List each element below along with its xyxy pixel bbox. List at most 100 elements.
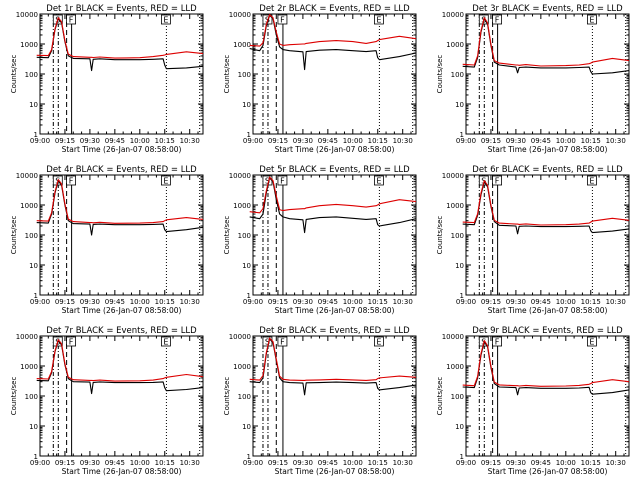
x-tick-label: 10:00 xyxy=(130,298,150,306)
event-marker-label: S xyxy=(265,177,270,186)
events-series-line xyxy=(462,341,630,396)
x-tick-label: 09:15 xyxy=(55,459,75,467)
x-tick-label: 10:15 xyxy=(155,459,175,467)
plot-frame xyxy=(252,174,417,296)
chart-panel: 1 10 100 1000 10000 09:00 09:15 09:30 09:45 10:00… xyxy=(10,4,204,154)
y-tick-label: 1000 xyxy=(233,202,251,210)
event-marker-label: E xyxy=(589,338,594,347)
event-marker-box xyxy=(374,14,384,25)
y-axis-label: Counts/sec xyxy=(436,377,444,416)
chart-panel: 1 10 100 1000 10000 09:00 09:15 09:30 09:45 10:00… xyxy=(436,165,630,315)
event-marker-label: F xyxy=(280,177,285,186)
y-tick-label: 1000 xyxy=(20,202,38,210)
y-axis-label: Counts/sec xyxy=(10,377,18,416)
event-marker-box xyxy=(66,175,77,186)
event-marker-label: F xyxy=(495,338,500,347)
x-tick-label: 09:30 xyxy=(293,298,313,306)
x-tick-label: 09:15 xyxy=(55,298,75,306)
lld-series-line xyxy=(462,17,630,67)
x-tick-label: 09:30 xyxy=(506,137,526,145)
event-marker-label: E xyxy=(589,16,594,25)
x-tick-label: 10:00 xyxy=(130,459,150,467)
event-marker-box xyxy=(374,336,384,347)
event-marker-box xyxy=(66,336,77,347)
x-tick-label: 09:15 xyxy=(268,137,288,145)
event-marker-label: F xyxy=(69,338,74,347)
x-tick-label: 09:15 xyxy=(481,459,501,467)
y-tick-label: 10000 xyxy=(442,11,464,19)
x-axis-label: Start Time (26-Jan-07 08:58:00) xyxy=(275,467,395,476)
x-tick-label: 10:30 xyxy=(606,298,626,306)
event-marker-label: E xyxy=(163,177,168,186)
y-tick-label: 1 xyxy=(34,131,38,139)
plot-frame xyxy=(39,335,204,457)
event-marker-box xyxy=(492,175,503,186)
chart-title: Det 4r BLACK = Events, RED = LLD xyxy=(46,165,197,175)
y-tick-label: 10 xyxy=(455,262,464,270)
x-tick-label: 09:15 xyxy=(481,298,501,306)
x-tick-label: 10:00 xyxy=(130,137,150,145)
event-marker-box xyxy=(161,175,171,186)
y-tick-label: 1 xyxy=(460,292,464,300)
event-marker-label: E xyxy=(376,338,381,347)
x-axis-label: Start Time (26-Jan-07 08:58:00) xyxy=(275,145,395,154)
y-tick-label: 10 xyxy=(29,423,38,431)
y-tick-label: 10 xyxy=(455,423,464,431)
event-marker-box xyxy=(161,14,171,25)
lld-series-line xyxy=(462,340,630,387)
x-tick-label: 10:15 xyxy=(155,137,175,145)
y-axis-label: Counts/sec xyxy=(223,216,231,255)
chart-panel: 1 10 100 1000 10000 09:00 09:15 09:30 09:45 10:00… xyxy=(10,326,204,476)
event-marker-box xyxy=(374,175,384,186)
events-series-line xyxy=(36,18,204,72)
x-tick-label: 10:00 xyxy=(556,459,576,467)
y-tick-label: 1 xyxy=(34,453,38,461)
event-marker-label: F xyxy=(69,177,74,186)
y-tick-label: 100 xyxy=(238,393,251,401)
x-axis-label: Start Time (26-Jan-07 08:58:00) xyxy=(62,467,182,476)
event-marker-label: E xyxy=(163,16,168,25)
x-tick-label: 09:00 xyxy=(30,137,50,145)
event-marker-label: F xyxy=(69,16,74,25)
event-marker-label: F xyxy=(280,16,285,25)
x-tick-label: 10:15 xyxy=(581,459,601,467)
y-axis-label: Counts/sec xyxy=(436,216,444,255)
x-tick-label: 09:30 xyxy=(506,459,526,467)
y-tick-label: 10000 xyxy=(229,333,251,341)
x-axis-label: Start Time (26-Jan-07 08:58:00) xyxy=(488,306,608,315)
event-marker-box xyxy=(161,336,171,347)
x-tick-label: 10:30 xyxy=(393,298,413,306)
x-tick-label: 09:45 xyxy=(531,137,551,145)
x-tick-label: 09:15 xyxy=(268,459,288,467)
y-tick-label: 100 xyxy=(25,232,38,240)
event-marker-label: E xyxy=(163,338,168,347)
chart-panel: 1 10 100 1000 10000 09:00 09:15 09:30 09:45 10:00… xyxy=(223,4,417,154)
x-tick-label: 09:45 xyxy=(531,298,551,306)
y-tick-label: 100 xyxy=(451,393,464,401)
chart-panel: 1 10 100 1000 10000 09:00 09:15 09:30 09:45 10:00… xyxy=(10,165,204,315)
events-series-line xyxy=(36,340,204,395)
x-tick-label: 09:30 xyxy=(80,298,100,306)
chart-title: Det 3r BLACK = Events, RED = LLD xyxy=(472,4,623,14)
lld-series-line xyxy=(249,14,417,47)
y-axis-label: Counts/sec xyxy=(223,377,231,416)
x-tick-label: 09:00 xyxy=(30,298,50,306)
y-tick-label: 10 xyxy=(242,101,251,109)
x-tick-label: 10:15 xyxy=(368,137,388,145)
y-tick-label: 1 xyxy=(34,292,38,300)
x-tick-label: 10:00 xyxy=(343,137,363,145)
chart-title: Det 1r BLACK = Events, RED = LLD xyxy=(46,4,197,14)
x-tick-label: 10:15 xyxy=(581,298,601,306)
y-tick-label: 10000 xyxy=(229,172,251,180)
x-tick-label: 09:00 xyxy=(243,298,263,306)
x-tick-label: 09:30 xyxy=(293,459,313,467)
x-tick-label: 09:45 xyxy=(105,298,125,306)
y-tick-label: 1000 xyxy=(233,41,251,49)
y-tick-label: 100 xyxy=(238,71,251,79)
x-tick-label: 10:00 xyxy=(343,459,363,467)
plot-frame xyxy=(39,13,204,135)
chart-title: Det 6r BLACK = Events, RED = LLD xyxy=(472,165,623,175)
y-tick-label: 10 xyxy=(29,101,38,109)
x-tick-label: 10:30 xyxy=(180,459,200,467)
x-tick-label: 09:30 xyxy=(506,298,526,306)
